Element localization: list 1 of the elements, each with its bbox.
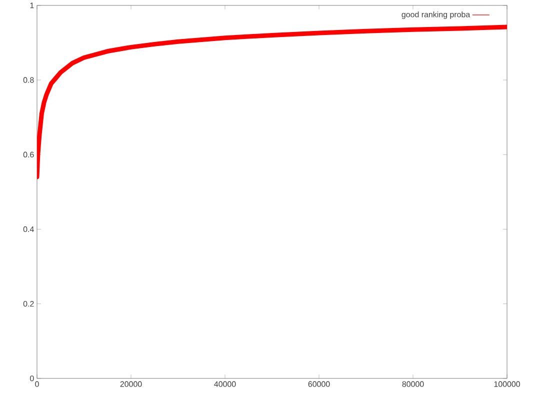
line-series [37,24,508,180]
